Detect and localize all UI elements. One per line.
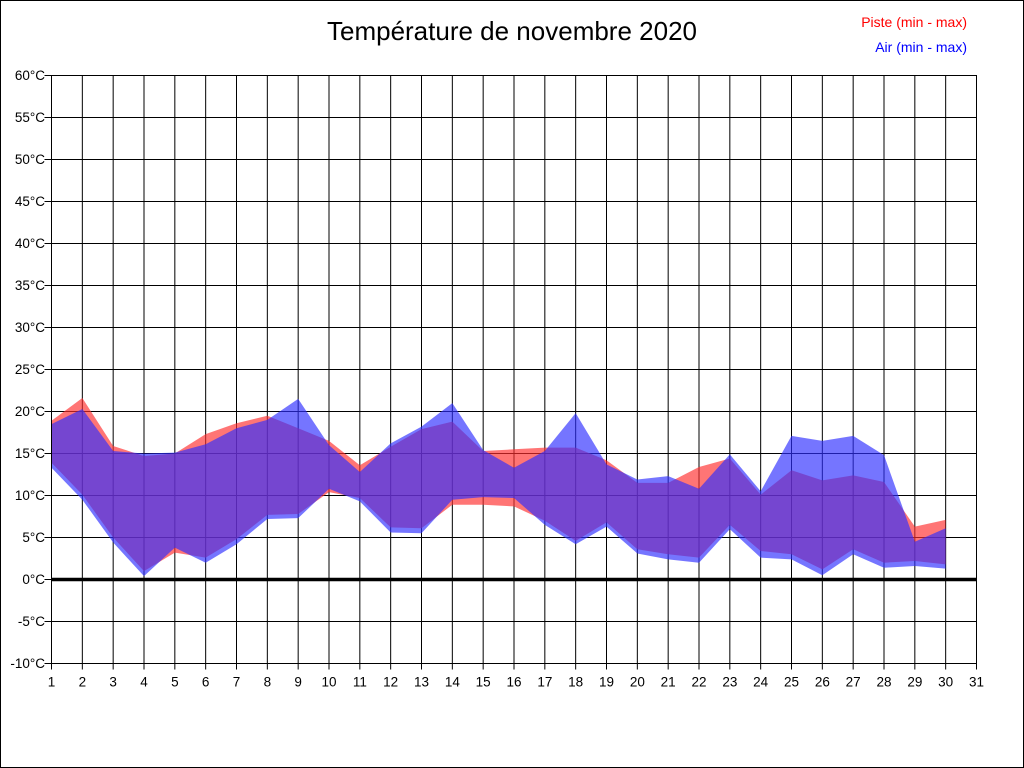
x-tick-label: 19	[599, 675, 614, 690]
x-tick-label: 10	[321, 675, 336, 690]
y-tick-label: 0°C	[22, 572, 45, 587]
x-tick-label: 31	[969, 675, 984, 690]
legend-item-piste: Piste (min - max)	[861, 14, 967, 30]
x-tick-label: 6	[202, 675, 210, 690]
x-tick-label: 7	[233, 675, 241, 690]
y-tick-label: 35°C	[15, 278, 45, 293]
x-tick-label: 11	[353, 675, 367, 690]
y-tick-label: 20°C	[15, 404, 45, 419]
y-tick-label: 55°C	[15, 110, 45, 125]
x-tick-label: 3	[109, 675, 117, 690]
y-tick-label: 5°C	[22, 530, 45, 545]
x-tick-label: 12	[383, 675, 398, 690]
y-tick-label: -10°C	[10, 656, 45, 671]
x-tick-label: 18	[568, 675, 583, 690]
x-tick-label: 24	[753, 675, 769, 690]
x-tick-label: 27	[846, 675, 861, 690]
y-tick-label: 40°C	[15, 236, 45, 251]
x-tick-label: 9	[294, 675, 302, 690]
y-tick-label: 30°C	[15, 320, 45, 335]
x-tick-label: 5	[171, 675, 179, 690]
x-tick-label: 1	[48, 675, 56, 690]
y-tick-label: 10°C	[15, 488, 45, 503]
x-tick-label: 16	[506, 675, 521, 690]
x-tick-label: 13	[414, 675, 429, 690]
x-tick-label: 30	[938, 675, 953, 690]
x-tick-label: 14	[445, 675, 461, 690]
plot-border	[51, 75, 977, 664]
x-tick-label: 23	[722, 675, 737, 690]
x-tick-label: 8	[264, 675, 272, 690]
chart-title: Température de novembre 2020	[326, 16, 697, 46]
x-tick-label: 4	[140, 675, 148, 690]
y-tick-label: 50°C	[15, 152, 45, 167]
x-tick-label: 28	[876, 675, 891, 690]
x-tick-label: 22	[691, 675, 706, 690]
x-tick-label: 15	[476, 675, 491, 690]
legend: Piste (min - max) Air (min - max)	[861, 10, 967, 60]
x-tick-label: 2	[79, 675, 87, 690]
x-tick-label: 26	[815, 675, 830, 690]
x-tick-label: 25	[784, 675, 799, 690]
x-tick-label: 21	[661, 675, 676, 690]
legend-item-air: Air (min - max)	[875, 39, 967, 55]
x-tick-label: 20	[630, 675, 645, 690]
y-tick-label: 45°C	[15, 194, 45, 209]
x-tick-label: 29	[907, 675, 922, 690]
y-tick-label: 25°C	[15, 362, 45, 377]
y-tick-label: 15°C	[15, 446, 45, 461]
x-tick-label: 17	[537, 675, 552, 690]
y-tick-label: 60°C	[15, 68, 45, 83]
air-band	[51, 398, 946, 577]
y-tick-label: -5°C	[18, 614, 45, 629]
